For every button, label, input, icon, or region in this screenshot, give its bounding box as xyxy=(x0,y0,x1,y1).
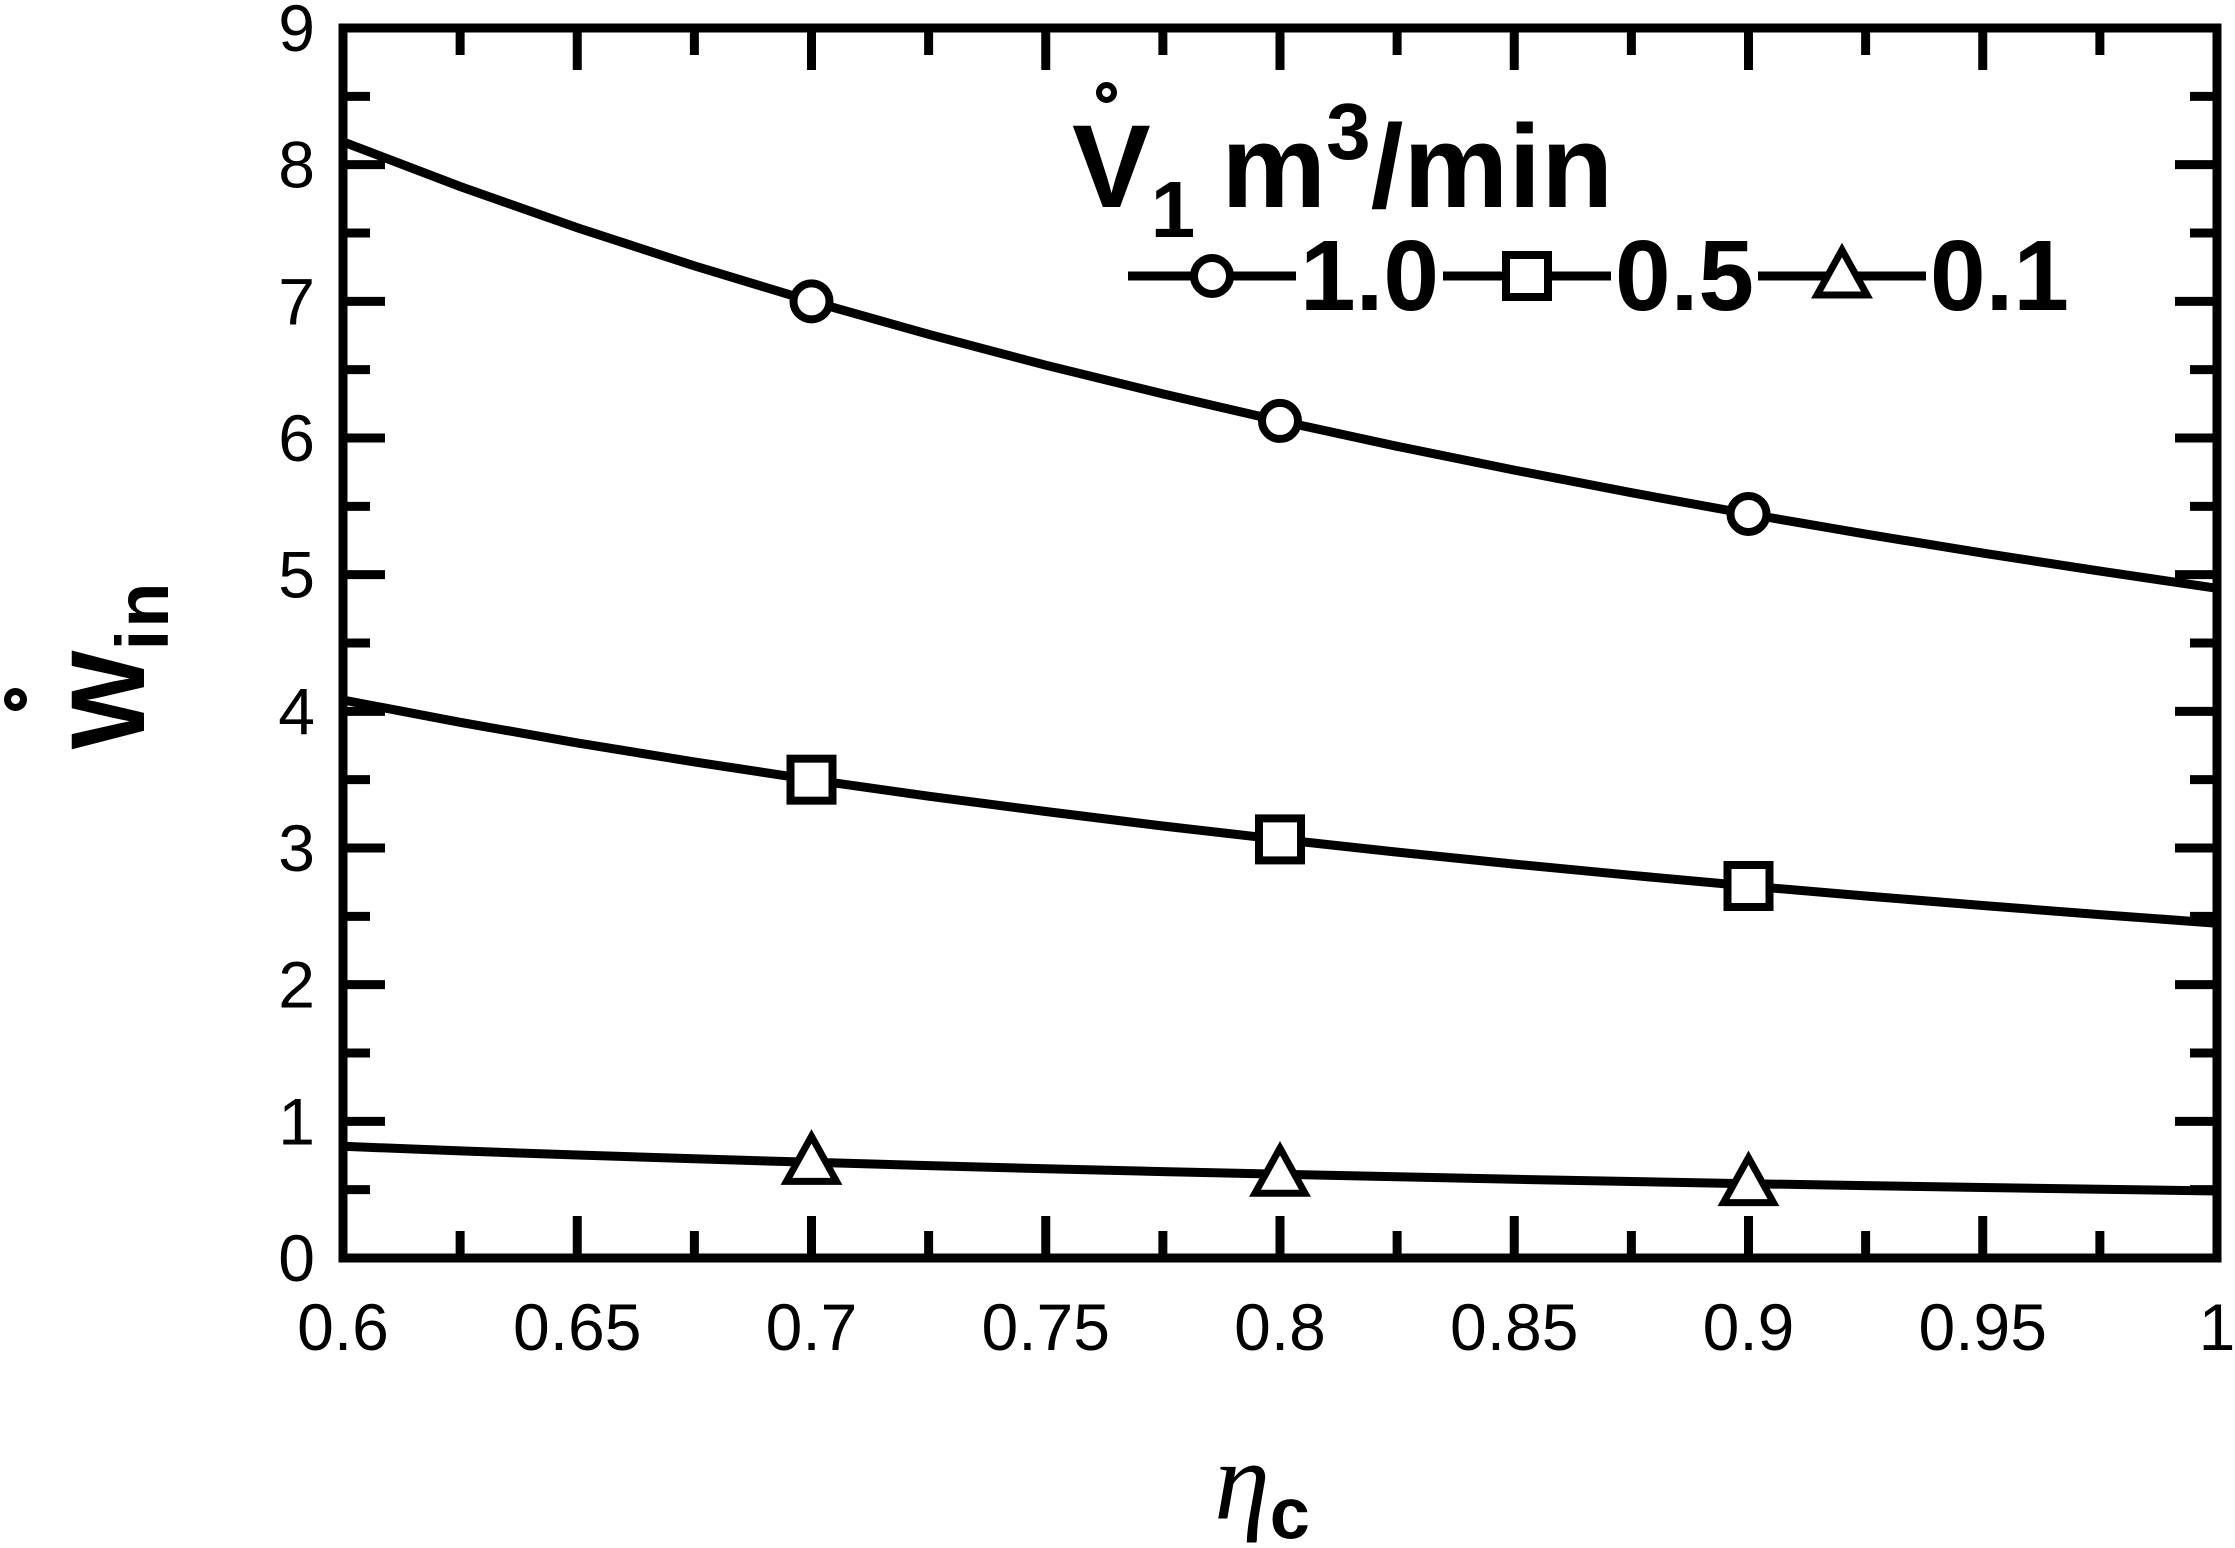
x-tick-label: 0.95 xyxy=(1919,1290,2047,1364)
triangle-marker xyxy=(780,1129,843,1185)
x-tick-label: 0.8 xyxy=(1234,1290,1326,1364)
y-tick-label: 8 xyxy=(278,128,315,202)
y-tick-label: 4 xyxy=(278,674,315,748)
y-tick-label: 0 xyxy=(278,1221,315,1295)
y-axis-label-subscript: in xyxy=(101,580,184,651)
plot-border xyxy=(338,23,2222,1263)
legend-entry: 0.5 xyxy=(1443,224,1758,328)
overdot-icon xyxy=(4,688,27,711)
square-marker-icon xyxy=(1443,251,1612,301)
circle-marker xyxy=(1190,254,1234,298)
circle-marker xyxy=(1258,398,1302,443)
y-tick-label: 7 xyxy=(278,264,315,338)
y-axis-label: Win xyxy=(50,581,184,750)
legend-entry-label: 1.0 xyxy=(1300,220,1440,332)
x-tick-label: 1 xyxy=(2199,1290,2235,1364)
legend-title-unit-superscript: 3 xyxy=(1326,87,1371,176)
legend-entry: 1.0 xyxy=(1128,224,1443,328)
square-marker xyxy=(1502,251,1553,301)
legend-title: V1 m3/min xyxy=(1072,82,1614,250)
square-marker xyxy=(1255,814,1305,865)
square-marker xyxy=(786,754,837,805)
triangle-marker xyxy=(1811,242,1873,299)
x-tick-label: 0.75 xyxy=(982,1290,1110,1364)
x-tick-label: 0.9 xyxy=(1703,1290,1795,1364)
triangle-marker xyxy=(1717,1150,1780,1207)
x-tick-label: 0.7 xyxy=(766,1290,858,1364)
x-tick-label: 0.6 xyxy=(297,1290,389,1364)
circle-marker xyxy=(1726,491,1771,536)
y-tick-label: 6 xyxy=(278,401,315,475)
legend-entry-label: 0.1 xyxy=(1930,220,2070,332)
circle-marker xyxy=(789,279,834,324)
series-line xyxy=(342,695,2218,928)
circle-marker-icon xyxy=(1128,254,1296,298)
y-tick-label: 1 xyxy=(278,1084,315,1158)
legend-title-unit: m xyxy=(1221,101,1327,233)
y-tick-label: 2 xyxy=(278,948,315,1022)
x-tick-label: 0.65 xyxy=(513,1290,641,1364)
y-tick-label: 9 xyxy=(278,0,315,65)
legend: 1.0 0.5 0.1 xyxy=(1128,224,2073,328)
legend-entry-label: 0.5 xyxy=(1615,220,1755,332)
triangle-marker xyxy=(1249,1141,1311,1197)
x-axis-label-subscript: c xyxy=(1269,1474,1310,1548)
y-axis-label-letter: W xyxy=(50,650,167,750)
x-axis-label-letter: η xyxy=(1214,1419,1270,1544)
legend-title-v-subscript: 1 xyxy=(1150,165,1196,254)
square-marker xyxy=(1723,860,1774,911)
y-tick-label: 5 xyxy=(278,538,315,612)
x-axis-label: ηc xyxy=(1214,1426,1310,1548)
x-tick-label: 0.85 xyxy=(1450,1290,1578,1364)
legend-title-unit-rest: /min xyxy=(1370,101,1614,233)
legend-title-v: V xyxy=(1072,82,1151,226)
y-tick-label: 3 xyxy=(278,811,315,885)
legend-entry: 0.1 xyxy=(1758,224,2073,328)
triangle-marker-icon xyxy=(1758,242,1927,299)
overdot-icon xyxy=(1096,82,1117,103)
